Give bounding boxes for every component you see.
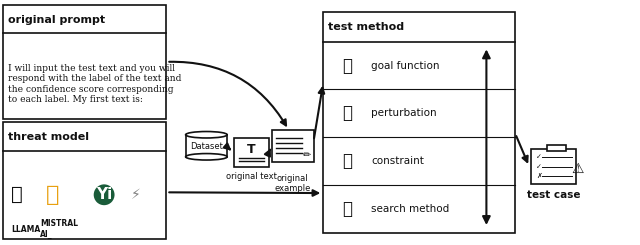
- Text: ⚠: ⚠: [572, 162, 584, 176]
- Text: 🎭: 🎭: [342, 104, 353, 122]
- FancyBboxPatch shape: [3, 122, 166, 239]
- FancyBboxPatch shape: [3, 5, 166, 119]
- FancyBboxPatch shape: [272, 130, 314, 162]
- Text: search method: search method: [371, 204, 449, 214]
- Text: 🦙: 🦙: [11, 185, 22, 204]
- Ellipse shape: [186, 154, 227, 160]
- Text: ✏: ✏: [302, 150, 310, 160]
- Text: original
example: original example: [275, 174, 311, 193]
- Text: 🎯: 🎯: [342, 57, 353, 74]
- Text: constraint: constraint: [371, 156, 424, 166]
- Text: Dataset: Dataset: [190, 142, 223, 151]
- Text: test case: test case: [527, 190, 580, 200]
- Text: original prompt: original prompt: [8, 15, 106, 24]
- Text: ✓: ✓: [536, 154, 541, 160]
- Text: I will input the test text and you will
respond with the label of the text and
t: I will input the test text and you will …: [8, 64, 182, 104]
- FancyBboxPatch shape: [186, 135, 227, 157]
- FancyBboxPatch shape: [323, 12, 515, 233]
- Text: goal function: goal function: [371, 61, 440, 71]
- Text: LLAMA: LLAMA: [11, 225, 40, 233]
- Text: ✗: ✗: [536, 173, 541, 179]
- Text: threat model: threat model: [8, 132, 90, 142]
- Text: MISTRAL
AI_: MISTRAL AI_: [40, 219, 78, 239]
- Text: Yi: Yi: [96, 187, 112, 202]
- Ellipse shape: [186, 132, 227, 138]
- Text: 🅷: 🅷: [46, 185, 60, 205]
- Text: ✓: ✓: [536, 164, 541, 170]
- Text: 🔍: 🔍: [342, 200, 353, 218]
- Text: ⚡: ⚡: [131, 188, 141, 202]
- FancyBboxPatch shape: [547, 145, 566, 151]
- FancyBboxPatch shape: [234, 138, 269, 167]
- FancyBboxPatch shape: [531, 149, 576, 184]
- Text: T: T: [247, 143, 255, 156]
- Text: 🔨: 🔨: [342, 152, 353, 170]
- Text: test method: test method: [328, 22, 404, 32]
- Text: perturbation: perturbation: [371, 108, 437, 118]
- Text: original text: original text: [226, 172, 276, 181]
